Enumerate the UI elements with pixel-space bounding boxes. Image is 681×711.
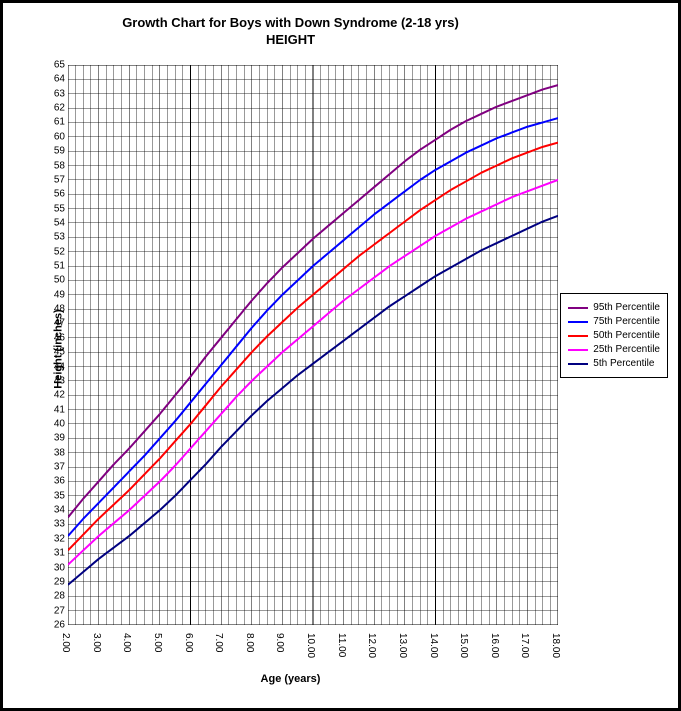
y-tick-label: 47 (54, 318, 65, 329)
y-tick-label: 56 (54, 189, 65, 200)
chart-title: Growth Chart for Boys with Down Syndrome… (3, 15, 578, 49)
y-tick-label: 59 (54, 146, 65, 157)
y-tick-label: 32 (54, 533, 65, 544)
x-tick-label: 3.00 (91, 633, 102, 652)
plot-area (68, 65, 558, 625)
x-tick-label: 8.00 (244, 633, 255, 652)
x-tick-label: 9.00 (274, 633, 285, 652)
x-tick-label: 13.00 (397, 633, 408, 658)
legend-label: 50th Percentile (593, 330, 660, 341)
y-tick-label: 57 (54, 174, 65, 185)
y-tick-label: 30 (54, 562, 65, 573)
x-tick-label: 17.00 (519, 633, 530, 658)
y-axis-ticks: 2627282930313233343536373839404142434445… (43, 65, 65, 625)
legend: 95th Percentile 75th Percentile 50th Perce… (560, 293, 668, 378)
chart-title-line2: HEIGHT (3, 32, 578, 49)
y-tick-label: 46 (54, 332, 65, 343)
x-tick-label: 2.00 (60, 633, 71, 652)
x-tick-label: 12.00 (366, 633, 377, 658)
x-tick-label: 10.00 (305, 633, 316, 658)
y-tick-label: 41 (54, 404, 65, 415)
legend-swatch (568, 349, 588, 351)
y-tick-label: 63 (54, 88, 65, 99)
y-tick-label: 50 (54, 275, 65, 286)
y-tick-label: 39 (54, 433, 65, 444)
x-tick-label: 18.00 (550, 633, 561, 658)
y-tick-label: 40 (54, 418, 65, 429)
x-tick-label: 4.00 (121, 633, 132, 652)
y-tick-label: 27 (54, 605, 65, 616)
y-tick-label: 33 (54, 519, 65, 530)
y-tick-label: 49 (54, 289, 65, 300)
x-tick-label: 6.00 (183, 633, 194, 652)
y-tick-label: 51 (54, 261, 65, 272)
y-tick-label: 42 (54, 390, 65, 401)
legend-swatch (568, 335, 588, 337)
x-axis-label: Age (years) (3, 673, 578, 685)
legend-label: 5th Percentile (593, 358, 654, 369)
y-tick-label: 31 (54, 548, 65, 559)
legend-swatch (568, 363, 588, 365)
x-tick-label: 15.00 (458, 633, 469, 658)
x-tick-label: 5.00 (152, 633, 163, 652)
y-tick-label: 29 (54, 576, 65, 587)
y-tick-label: 48 (54, 304, 65, 315)
legend-label: 25th Percentile (593, 344, 660, 355)
y-tick-label: 43 (54, 375, 65, 386)
chart-frame: Growth Chart for Boys with Down Syndrome… (0, 0, 681, 711)
y-tick-label: 64 (54, 74, 65, 85)
x-tick-label: 7.00 (213, 633, 224, 652)
legend-item: 5th Percentile (568, 358, 660, 369)
legend-label: 95th Percentile (593, 302, 660, 313)
legend-swatch (568, 307, 588, 309)
y-tick-label: 44 (54, 361, 65, 372)
y-tick-label: 37 (54, 462, 65, 473)
y-tick-label: 52 (54, 246, 65, 257)
y-tick-label: 36 (54, 476, 65, 487)
y-tick-label: 62 (54, 103, 65, 114)
legend-item: 95th Percentile (568, 302, 660, 313)
legend-item: 50th Percentile (568, 330, 660, 341)
y-tick-label: 45 (54, 347, 65, 358)
y-tick-label: 34 (54, 505, 65, 516)
y-tick-label: 61 (54, 117, 65, 128)
y-tick-label: 65 (54, 60, 65, 71)
x-tick-label: 14.00 (428, 633, 439, 658)
y-tick-label: 53 (54, 232, 65, 243)
y-tick-label: 55 (54, 203, 65, 214)
y-tick-label: 58 (54, 160, 65, 171)
x-tick-label: 11.00 (336, 633, 347, 657)
y-tick-label: 38 (54, 447, 65, 458)
legend-item: 75th Percentile (568, 316, 660, 327)
chart-title-line1: Growth Chart for Boys with Down Syndrome… (3, 15, 578, 32)
legend-label: 75th Percentile (593, 316, 660, 327)
y-tick-label: 35 (54, 490, 65, 501)
y-tick-label: 26 (54, 620, 65, 631)
y-tick-label: 28 (54, 591, 65, 602)
legend-item: 25th Percentile (568, 344, 660, 355)
y-tick-label: 60 (54, 131, 65, 142)
x-axis-ticks: 2.003.004.005.006.007.008.009.0010.0011.… (68, 629, 558, 669)
legend-swatch (568, 321, 588, 323)
y-tick-label: 54 (54, 217, 65, 228)
plot-svg (68, 65, 558, 625)
x-tick-label: 16.00 (489, 633, 500, 658)
